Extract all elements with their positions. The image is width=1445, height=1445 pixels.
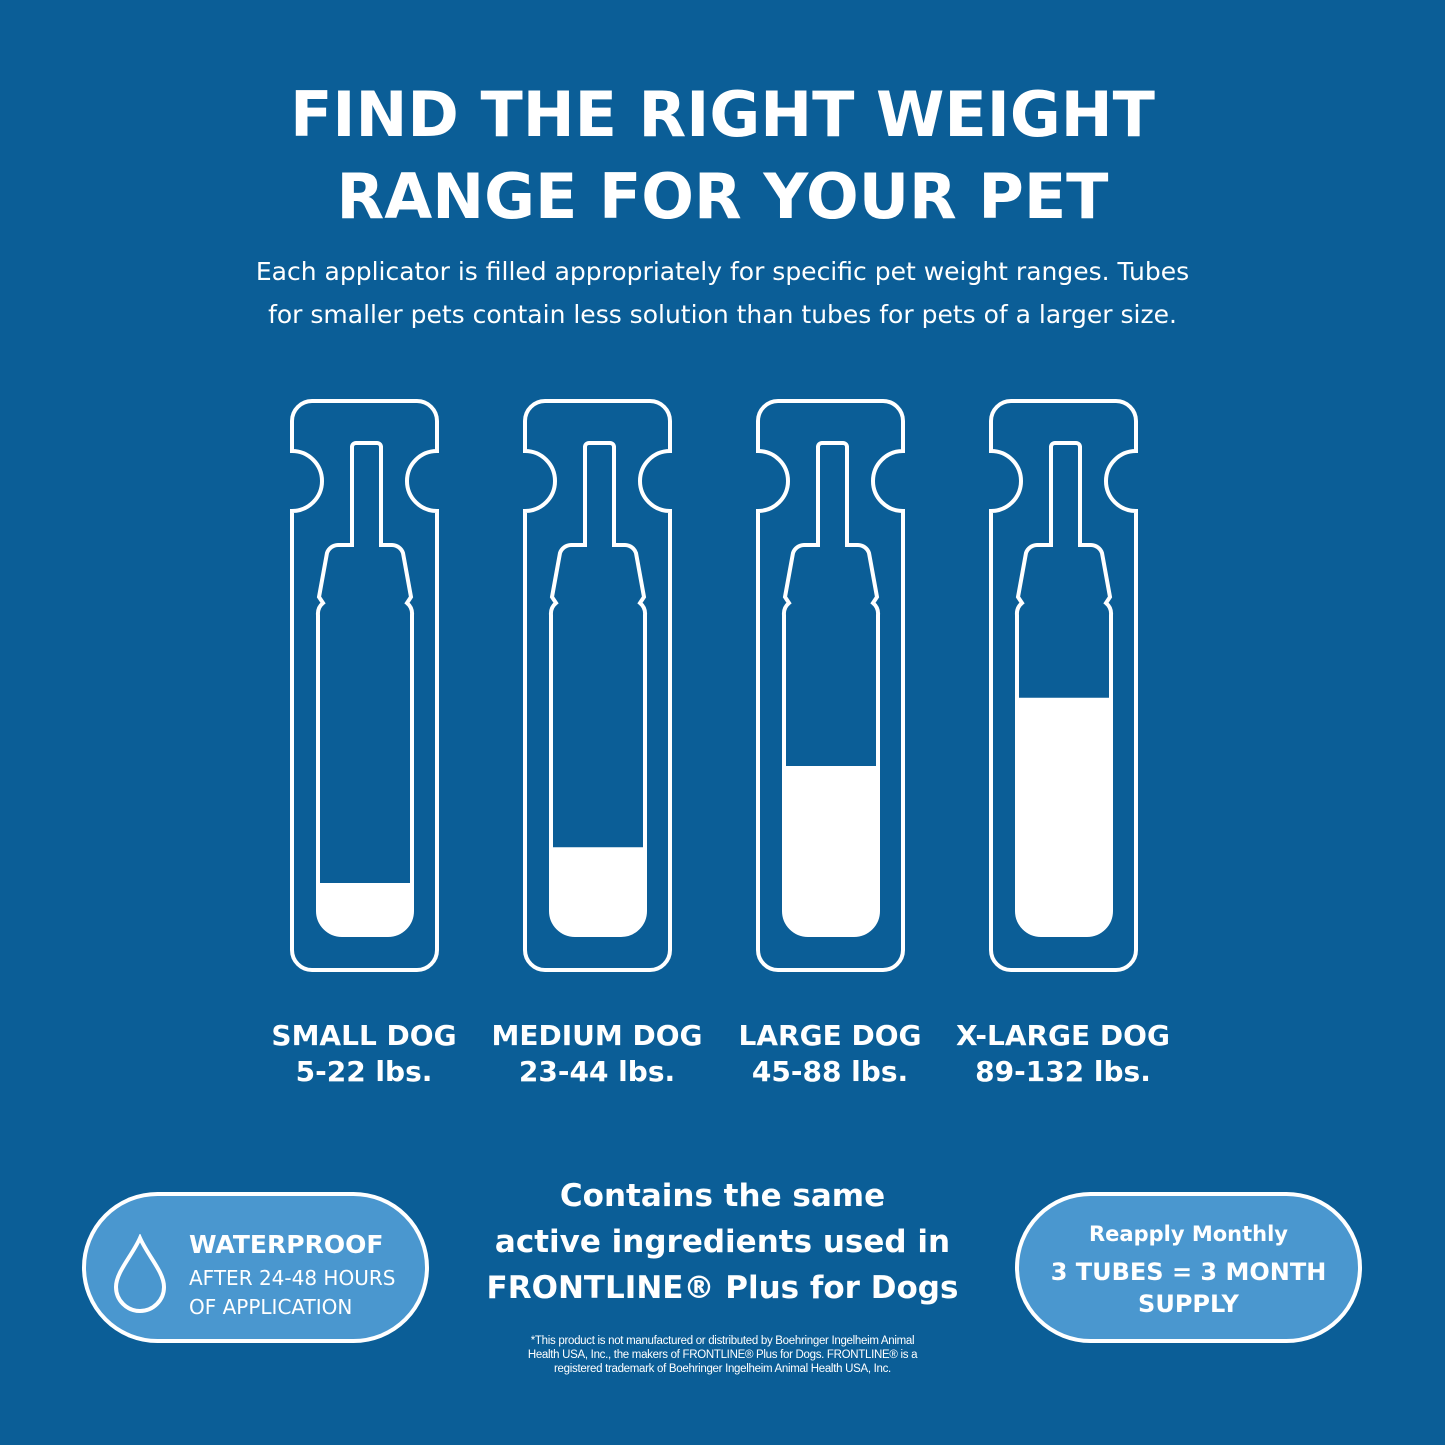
tube-outline <box>523 399 672 972</box>
solution-fill <box>783 766 879 935</box>
waterproof-line2: OF APPLICATION <box>189 1295 353 1319</box>
reapply-title: Reapply Monthly <box>1089 1222 1288 1246</box>
waterproof-badge: WATERPROOF AFTER 24-48 HOURS OF APPLICAT… <box>82 1192 429 1343</box>
water-drop-icon <box>113 1234 167 1313</box>
applicator-outline <box>1014 441 1114 937</box>
weight-range: 89-132 lbs. <box>975 1055 1151 1088</box>
tube-outline <box>989 399 1138 972</box>
reapply-line1: 3 TUBES = 3 MONTH <box>1050 1258 1327 1286</box>
applicator-outline <box>781 441 881 937</box>
applicator-tubes <box>290 399 1138 972</box>
ingredients-text: Contains the same active ingredients use… <box>486 1178 959 1306</box>
tube-label: LARGE DOG 45-88 lbs. <box>700 1018 960 1090</box>
solution-fill <box>550 847 646 935</box>
applicator-outline <box>315 441 415 937</box>
size-name: MEDIUM DOG <box>491 1019 703 1052</box>
weight-range: 23-44 lbs. <box>518 1055 676 1088</box>
tube-2 <box>756 399 905 972</box>
tube-1 <box>523 399 672 972</box>
tube-label: X-LARGE DOG 89-132 lbs. <box>933 1018 1193 1090</box>
size-name: LARGE DOG <box>738 1019 922 1052</box>
tube-outline <box>290 399 439 972</box>
weight-range: 45-88 lbs. <box>751 1055 909 1088</box>
reapply-badge: Reapply Monthly 3 TUBES = 3 MONTH SUPPLY <box>1015 1192 1362 1343</box>
weight-range: 5-22 lbs. <box>295 1055 433 1088</box>
solution-fill <box>317 883 413 935</box>
headline: FIND THE RIGHT WEIGHT RANGE FOR YOUR PET <box>290 78 1155 233</box>
waterproof-title: WATERPROOF <box>189 1230 384 1259</box>
subtitle: Each applicator is filled appropriately … <box>255 257 1190 329</box>
applicator-outline <box>548 441 648 937</box>
tube-label: SMALL DOG 5-22 lbs. <box>234 1018 494 1090</box>
size-name: X-LARGE DOG <box>956 1019 1170 1052</box>
tube-0 <box>290 399 439 972</box>
disclaimer: *This product is not manufactured or dis… <box>527 1335 918 1375</box>
reapply-line2: SUPPLY <box>1138 1290 1239 1318</box>
tube-3 <box>989 399 1138 972</box>
size-name: SMALL DOG <box>271 1019 457 1052</box>
tube-outline <box>756 399 905 972</box>
solution-fill <box>1016 697 1112 935</box>
tube-label: MEDIUM DOG 23-44 lbs. <box>467 1018 727 1090</box>
waterproof-line1: AFTER 24-48 HOURS <box>189 1266 396 1290</box>
